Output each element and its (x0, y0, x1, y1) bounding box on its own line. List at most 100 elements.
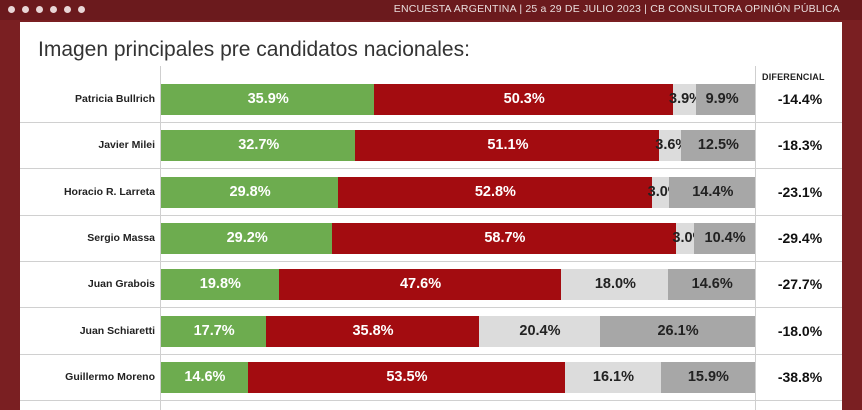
seg-nsnc (599, 315, 755, 347)
bar-row: Juan Grabois 19.8% 47.6% 18.0% 14.6% -27.7% (20, 269, 842, 301)
differential-value: -18.3% (777, 137, 823, 154)
seg-negative (374, 84, 674, 115)
top-bar: ENCUESTA ARGENTINA | 25 a 29 DE JULIO 20… (0, 0, 862, 20)
seg-unknown (478, 315, 600, 347)
data-label: 12.5% (697, 137, 739, 154)
data-label: 17.7% (193, 322, 235, 339)
data-label: 3.6% (655, 137, 689, 154)
seg-nsnc (696, 84, 755, 115)
seg-negative (338, 176, 652, 208)
category-label: Guillermo Moreno (65, 370, 155, 383)
row-separator (20, 168, 842, 170)
bar-row: Javier Milei 32.7% 51.1% 3.6% 12.5% -18.3% (20, 130, 842, 162)
data-label: 50.3% (503, 91, 545, 107)
seg-positive (161, 222, 333, 254)
data-label: 51.1% (487, 137, 529, 154)
data-label: 10.4% (704, 229, 746, 246)
seg-positive (161, 269, 279, 301)
stacked-bar: 19.8% 47.6% 18.0% 14.6% (161, 269, 755, 301)
differential-value: -14.4% (777, 91, 823, 107)
seg-positive (161, 361, 248, 393)
row-separator (20, 399, 842, 401)
seg-negative (266, 315, 479, 347)
seg-unknown (651, 176, 670, 208)
differential-value: -23.1% (777, 183, 823, 200)
category-label: Sergio Massa (87, 231, 155, 244)
row-separator (20, 122, 842, 123)
differential-value: -29.4% (777, 229, 823, 246)
data-label: 58.7% (484, 229, 526, 246)
seg-positive (161, 84, 375, 115)
seg-unknown (565, 361, 661, 393)
stacked-bar: 17.7% 35.8% 20.4% 26.1% (161, 315, 755, 347)
seg-unknown (676, 222, 694, 254)
row-separator (20, 353, 842, 355)
seg-negative (355, 130, 660, 162)
dot-icon (64, 6, 71, 13)
source-caption: ENCUESTA ARGENTINA | 25 a 29 DE JULIO 20… (393, 3, 840, 15)
row-separator (20, 307, 842, 309)
seg-negative (332, 222, 677, 254)
stacked-bar: 29.2% 58.7% 3.0% 10.4% (161, 222, 755, 254)
seg-nsnc (669, 176, 755, 208)
bar-row: Juan Schiaretti 17.7% 35.8% 20.4% 26.1% -18.0… (20, 315, 842, 347)
dot-icon (50, 6, 57, 13)
data-label: 35.8% (352, 322, 394, 339)
bar-row: Sergio Massa 29.2% 58.7% 3.0% 10.4% -29.4% (20, 222, 842, 254)
seg-positive (161, 176, 338, 208)
data-label: 14.6% (691, 276, 733, 293)
seg-unknown (659, 130, 681, 162)
chart-panel: Imagen principales pre candidatos nacion… (20, 22, 842, 410)
stacked-bar: 29.8% 52.8% 3.0% 14.4% (161, 176, 755, 208)
data-label: 18.0% (594, 276, 636, 293)
seg-nsnc (668, 269, 755, 301)
stacked-bar: 32.7% 51.1% 3.6% 12.5% (161, 130, 755, 162)
seg-positive (161, 315, 267, 347)
category-label: Juan Grabois (87, 278, 155, 291)
data-label: 9.9% (705, 91, 739, 107)
differential-value: -27.7% (777, 276, 823, 293)
axis-line (160, 66, 161, 410)
window-dots (8, 6, 85, 13)
bar-row: Horacio R. Larreta 29.8% 52.8% 3.0% 14.4% -23… (20, 176, 842, 208)
data-label: 20.4% (519, 322, 561, 339)
differential-value: -18.0% (777, 322, 823, 339)
data-label: 14.6% (184, 368, 226, 385)
seg-nsnc (680, 130, 755, 162)
data-label: 47.6% (399, 276, 442, 293)
seg-unknown (561, 269, 669, 301)
data-label: 15.9% (687, 368, 729, 385)
dot-icon (78, 6, 85, 13)
data-label: 3.9% (669, 91, 703, 107)
bar-row: Guillermo Moreno 14.6% 53.5% 16.1% 15.9% -38.… (20, 361, 842, 393)
dot-icon (8, 6, 15, 13)
seg-negative (247, 361, 566, 393)
differential-value: -38.8% (777, 368, 823, 385)
seg-nsnc (694, 222, 755, 254)
differential-header: DIFERENCIAL (762, 72, 825, 82)
data-label: 16.1% (592, 368, 634, 385)
seg-nsnc (660, 361, 755, 393)
category-label: Javier Milei (98, 139, 155, 152)
data-label: 52.8% (474, 183, 516, 200)
seg-negative (278, 269, 562, 301)
category-label: Horacio R. Larreta (63, 185, 155, 198)
chart-title: Imagen principales pre candidatos nacion… (38, 38, 470, 61)
dot-icon (36, 6, 43, 13)
bar-row: Patricia Bullrich 35.9% 50.3% 3.9% 9.9% -14.4… (20, 84, 842, 115)
row-separator (20, 214, 842, 216)
stacked-bar: 35.9% 50.3% 3.9% 9.9% (161, 84, 755, 115)
data-label: 14.4% (692, 183, 734, 200)
data-label: 35.9% (247, 91, 289, 107)
data-label: 29.2% (226, 229, 268, 246)
stacked-bar: 14.6% 53.5% 16.1% 15.9% (161, 361, 755, 393)
dot-icon (22, 6, 29, 13)
row-separator (20, 260, 842, 262)
seg-unknown (673, 84, 697, 115)
data-label: 53.5% (386, 368, 428, 385)
data-label: 19.8% (199, 276, 241, 293)
category-label: Patricia Bullrich (75, 93, 155, 105)
data-label: 26.1% (657, 322, 699, 339)
seg-positive (161, 130, 356, 162)
